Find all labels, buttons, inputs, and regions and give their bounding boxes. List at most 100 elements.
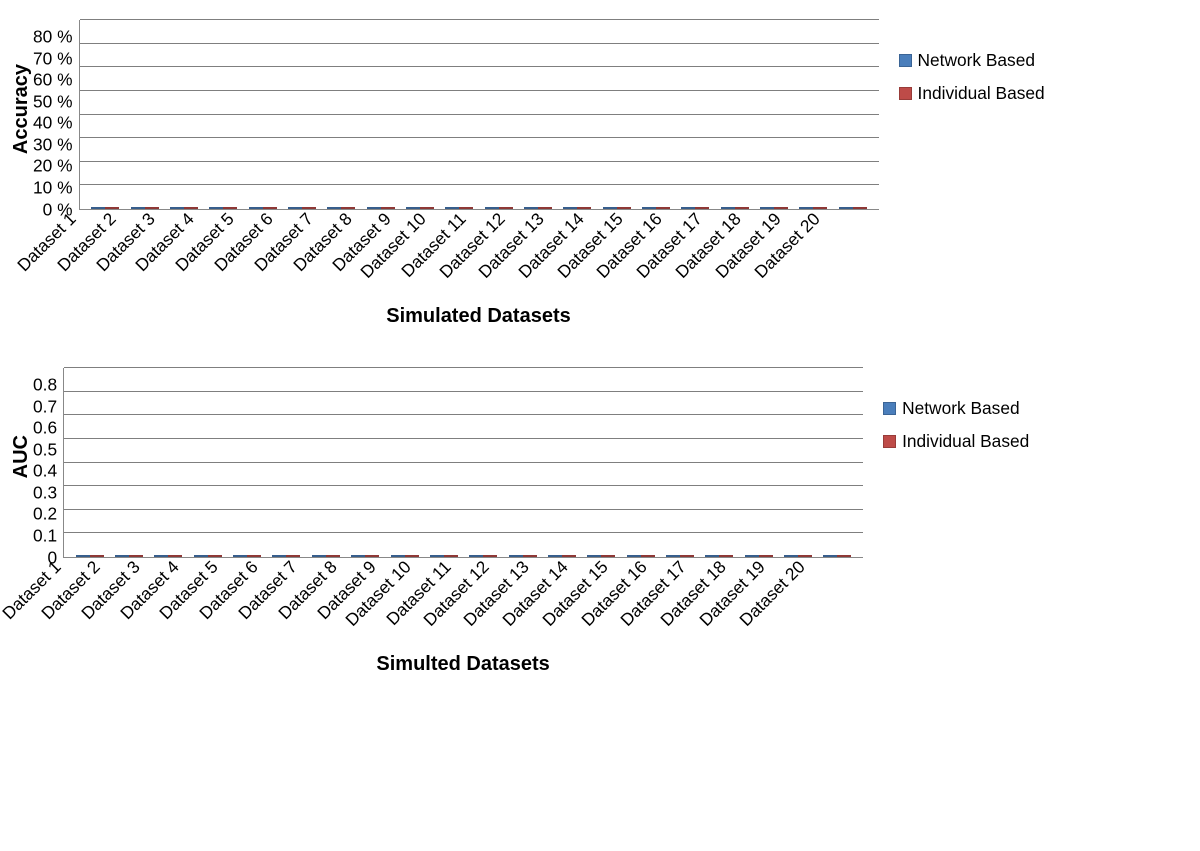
legend-item: Network Based — [899, 50, 1045, 71]
bar-network-based — [509, 555, 523, 557]
legend-item: Individual Based — [899, 83, 1045, 104]
bar-group — [745, 555, 773, 557]
ytick-label: 70 % — [33, 50, 73, 67]
accuracy-yticks: 80 %70 %60 %50 %40 %30 %20 %10 %0 % — [33, 20, 79, 210]
bar-network-based — [469, 555, 483, 557]
bar-network-based — [705, 555, 719, 557]
bar-group — [603, 207, 631, 209]
bar-group — [587, 555, 615, 557]
bar-individual-based — [617, 207, 631, 209]
bar-group — [721, 207, 749, 209]
legend-label: Individual Based — [902, 431, 1029, 452]
bar-individual-based — [601, 555, 615, 557]
bar-group — [391, 555, 419, 557]
legend-label: Individual Based — [918, 83, 1045, 104]
bar-network-based — [312, 555, 326, 557]
bar-individual-based — [341, 207, 355, 209]
bar-network-based — [823, 555, 837, 557]
bar-individual-based — [168, 555, 182, 557]
bar-individual-based — [523, 555, 537, 557]
ytick-label: 0.5 — [33, 441, 57, 458]
bar-group — [509, 555, 537, 557]
bar-group — [469, 555, 497, 557]
bar-individual-based — [641, 555, 655, 557]
ytick-label: 0.6 — [33, 420, 57, 437]
bar-group — [705, 555, 733, 557]
bar-network-based — [233, 555, 247, 557]
bar-individual-based — [326, 555, 340, 557]
bar-individual-based — [184, 207, 198, 209]
bar-individual-based — [420, 207, 434, 209]
ytick-label: 40 % — [33, 115, 73, 132]
bar-network-based — [563, 207, 577, 209]
bar-individual-based — [759, 555, 773, 557]
auc-plot — [63, 368, 863, 558]
ytick-label: 10 % — [33, 180, 73, 197]
figure: Accuracy80 %70 %60 %50 %40 %30 %20 %10 %… — [10, 20, 1190, 676]
legend-item: Individual Based — [883, 431, 1029, 452]
legend-swatch — [899, 54, 912, 67]
bar-group — [760, 207, 788, 209]
bar-network-based — [154, 555, 168, 557]
bar-individual-based — [562, 555, 576, 557]
bar-individual-based — [483, 555, 497, 557]
bar-individual-based — [90, 555, 104, 557]
accuracy-xticks: Dataset 1Dataset 2Dataset 3Dataset 4Data… — [79, 210, 879, 305]
bar-group — [799, 207, 827, 209]
bar-group — [430, 555, 458, 557]
legend-swatch — [883, 435, 896, 448]
auc-bars — [64, 368, 863, 557]
ytick-label: 0.7 — [33, 398, 57, 415]
bar-individual-based — [208, 555, 222, 557]
panel-auc: AUC0.80.70.60.50.40.30.20.10Dataset 1Dat… — [10, 368, 1190, 676]
ytick-label: 0.1 — [33, 528, 57, 545]
bar-group — [784, 555, 812, 557]
bar-network-based — [681, 207, 695, 209]
bar-network-based — [627, 555, 641, 557]
bar-individual-based — [459, 207, 473, 209]
bar-network-based — [760, 207, 774, 209]
bar-individual-based — [798, 555, 812, 557]
legend-label: Network Based — [902, 398, 1020, 419]
bar-network-based — [131, 207, 145, 209]
ytick-label: 50 % — [33, 93, 73, 110]
bar-network-based — [249, 207, 263, 209]
bar-individual-based — [695, 207, 709, 209]
bar-individual-based — [381, 207, 395, 209]
bar-group — [627, 555, 655, 557]
bar-individual-based — [263, 207, 277, 209]
bar-network-based — [784, 555, 798, 557]
bar-network-based — [406, 207, 420, 209]
auc-legend: Network Based Individual Based — [883, 398, 1029, 452]
bar-individual-based — [853, 207, 867, 209]
bar-network-based — [288, 207, 302, 209]
bar-group — [406, 207, 434, 209]
ytick-label: 0.2 — [33, 506, 57, 523]
bar-individual-based — [719, 555, 733, 557]
bar-network-based — [642, 207, 656, 209]
bar-network-based — [430, 555, 444, 557]
bar-network-based — [391, 555, 405, 557]
bar-individual-based — [145, 207, 159, 209]
accuracy-ylabel: Accuracy — [10, 64, 33, 154]
bar-network-based — [839, 207, 853, 209]
bar-network-based — [799, 207, 813, 209]
bar-individual-based — [223, 207, 237, 209]
bar-network-based — [485, 207, 499, 209]
bar-individual-based — [129, 555, 143, 557]
bar-individual-based — [247, 555, 261, 557]
bar-group — [681, 207, 709, 209]
bar-individual-based — [499, 207, 513, 209]
ytick-label: 0.4 — [33, 463, 57, 480]
bar-individual-based — [813, 207, 827, 209]
accuracy-legend: Network Based Individual Based — [899, 50, 1045, 104]
ytick-label: 60 % — [33, 72, 73, 89]
bar-network-based — [272, 555, 286, 557]
ytick-label: 0.3 — [33, 485, 57, 502]
bar-network-based — [115, 555, 129, 557]
bar-individual-based — [365, 555, 379, 557]
legend-item: Network Based — [883, 398, 1029, 419]
ytick-label: 80 % — [33, 29, 73, 46]
bar-individual-based — [538, 207, 552, 209]
accuracy-plot — [79, 20, 879, 210]
